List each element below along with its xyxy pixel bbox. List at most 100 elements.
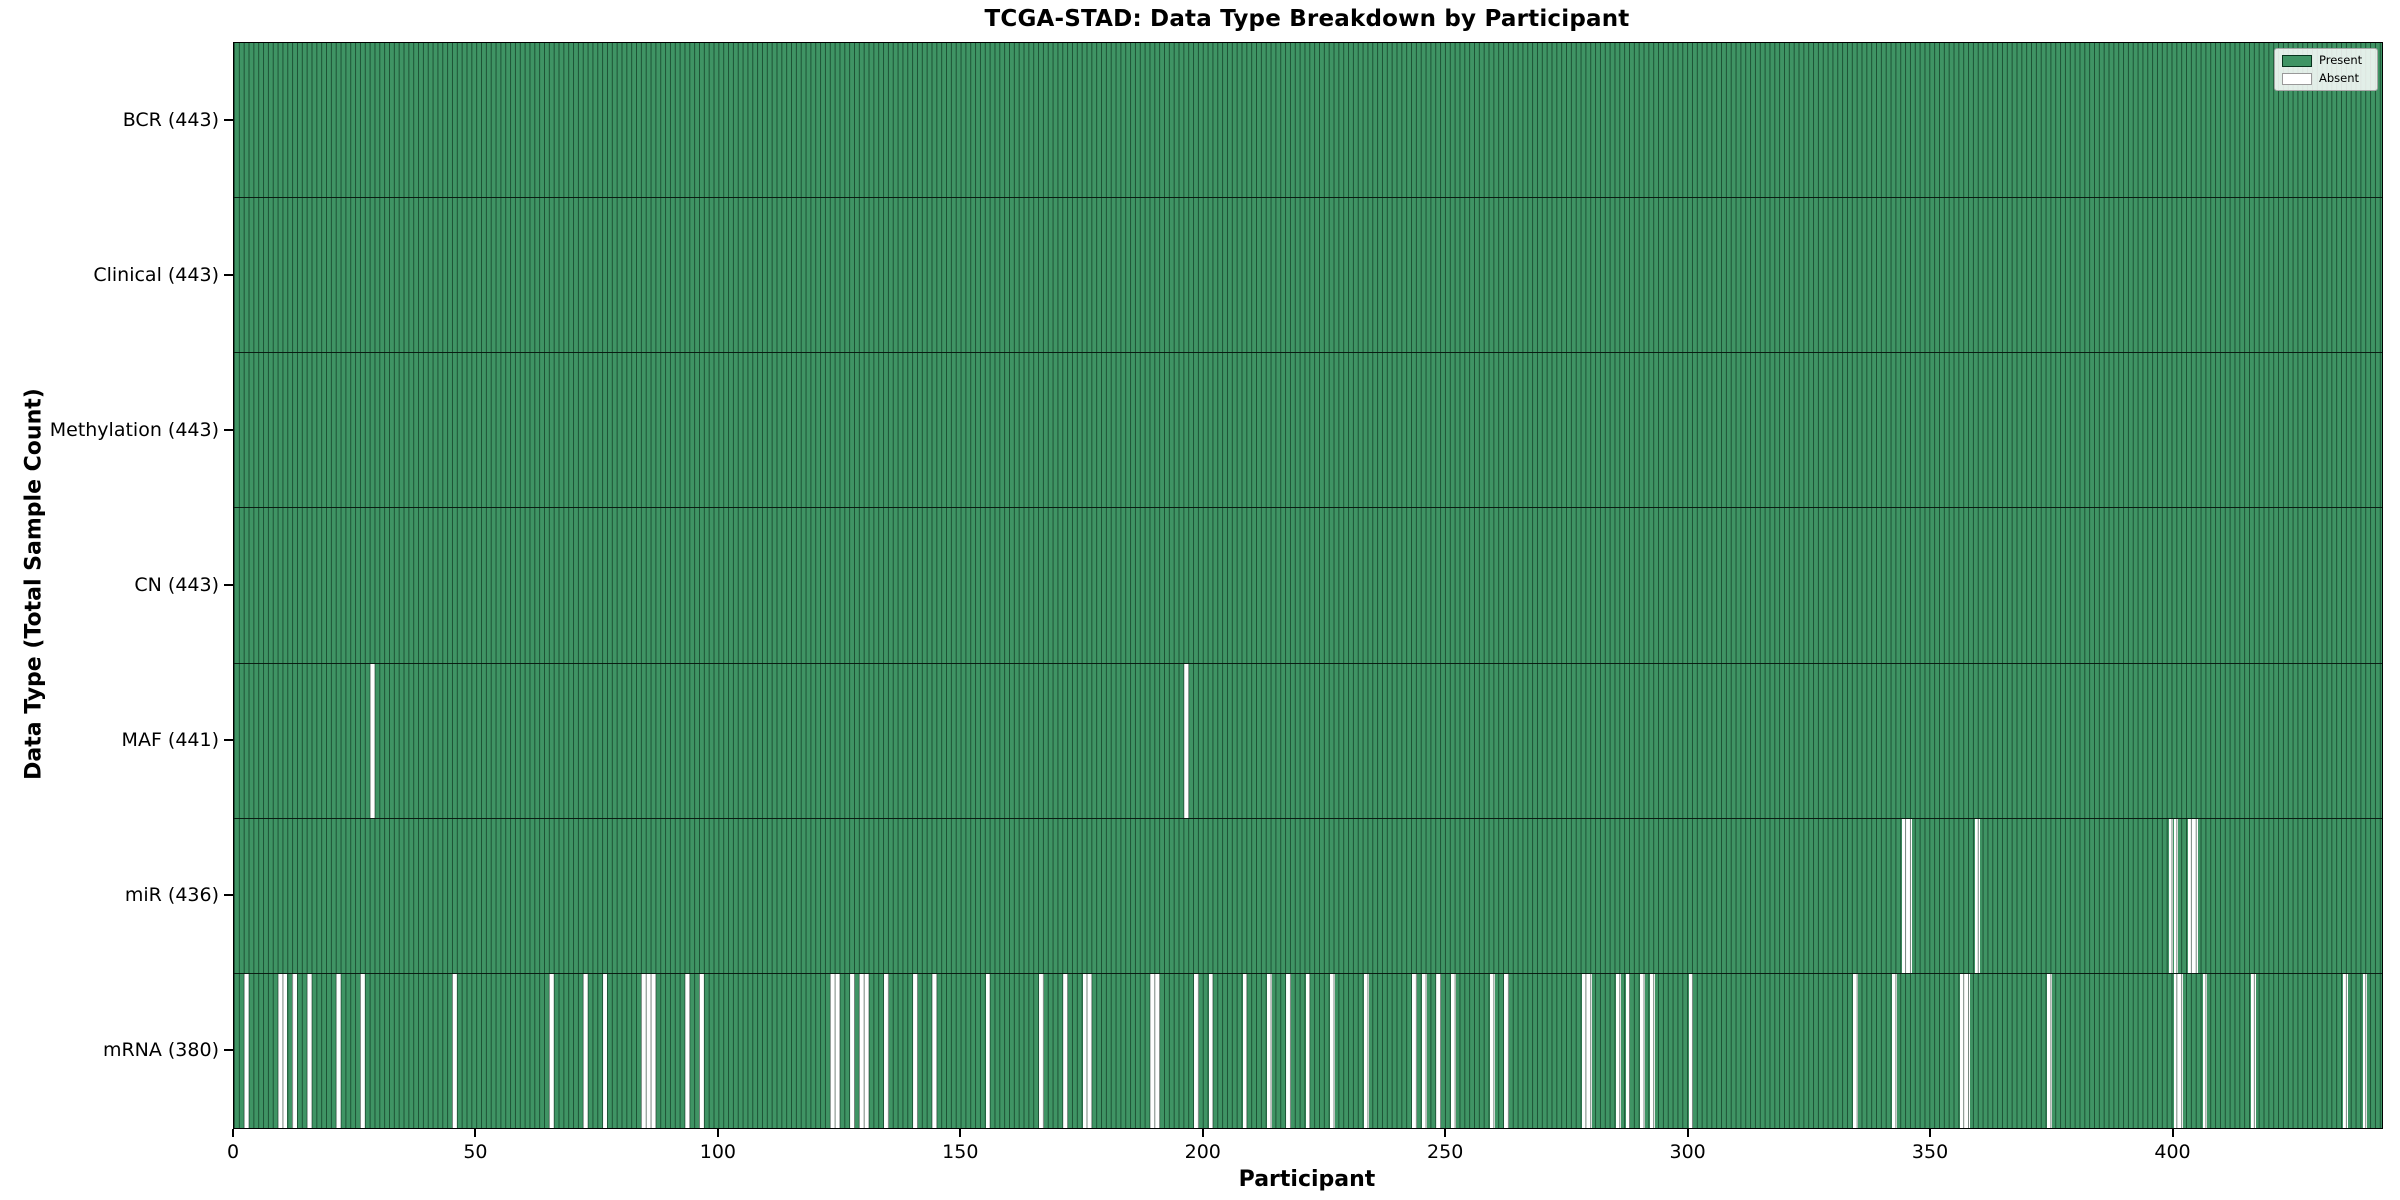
row-bcr: [234, 43, 2382, 199]
absent-stripe: [1242, 973, 1248, 1128]
absent-stripe: [1586, 973, 1592, 1128]
absent-stripe: [1436, 973, 1442, 1128]
x-tick-mark: [1686, 1129, 1689, 1137]
absent-stripe: [2362, 973, 2368, 1128]
legend-absent-swatch: [2282, 72, 2312, 85]
absent-stripe: [1208, 973, 1214, 1128]
x-tick-label: 50: [463, 1141, 488, 1163]
absent-stripe: [2251, 973, 2256, 1128]
page-title: TCGA-STAD: Data Type Breakdown by Partic…: [984, 6, 1630, 32]
x-axis-title: Participant: [1238, 1167, 1376, 1192]
x-tick-label: 0: [226, 1141, 240, 1163]
absent-stripe: [883, 973, 889, 1128]
y-tick-mark: [224, 273, 233, 276]
absent-stripe: [360, 973, 365, 1128]
absent-stripe: [1286, 973, 1292, 1128]
absent-stripe: [1974, 818, 1980, 973]
absent-stripe: [1155, 973, 1161, 1128]
absent-stripe: [1087, 973, 1093, 1128]
row-clinical: [234, 198, 2382, 354]
absent-stripe: [2173, 818, 2179, 973]
y-tick-label: BCR (443): [122, 108, 219, 131]
x-tick-label: 200: [1184, 1141, 1221, 1163]
y-tick-label: CN (443): [134, 573, 219, 596]
x-tick-mark: [232, 1129, 234, 1137]
absent-stripe: [835, 973, 841, 1128]
absent-stripe: [1038, 973, 1044, 1128]
absent-stripe: [549, 973, 554, 1128]
absent-stripe: [864, 973, 870, 1128]
y-tick-label: miR (436): [124, 883, 219, 906]
legend-present-label: Present: [2319, 53, 2363, 67]
plot-area: Present Absent: [233, 42, 2383, 1129]
legend-entry-present: Present: [2282, 54, 2370, 67]
absent-stripe: [985, 973, 991, 1128]
absent-stripe: [2047, 973, 2053, 1128]
absent-stripe: [1965, 973, 1970, 1128]
x-tick-mark: [474, 1129, 477, 1137]
absent-stripe: [932, 973, 938, 1128]
absent-stripe: [1421, 973, 1427, 1128]
absent-stripe: [602, 973, 608, 1128]
absent-stripe: [1649, 973, 1655, 1128]
absent-stripe: [849, 973, 855, 1128]
absent-stripe: [1489, 973, 1495, 1128]
y-tick-label: mRNA (380): [102, 1038, 219, 1061]
absent-stripe: [2202, 973, 2208, 1128]
x-tick-label: 350: [1911, 1141, 1949, 1163]
row-mrna: [234, 973, 2382, 1128]
absent-stripe: [1412, 973, 1418, 1128]
absent-stripe: [1194, 973, 1199, 1128]
y-tick-mark: [224, 583, 233, 586]
absent-stripe: [684, 973, 690, 1128]
y-tick-label: Clinical (443): [93, 263, 219, 286]
y-tick-mark: [224, 428, 233, 431]
x-tick-label: 300: [1669, 1141, 1706, 1163]
y-tick-mark: [224, 893, 233, 896]
legend-present-swatch: [2282, 54, 2312, 67]
absent-stripe: [1266, 973, 1272, 1128]
absent-stripe: [1892, 973, 1898, 1128]
row-cn: [234, 508, 2382, 664]
absent-stripe: [452, 973, 458, 1128]
x-tick-mark: [1201, 1129, 1204, 1137]
row-methylation: [234, 353, 2382, 509]
row-maf: [234, 663, 2382, 819]
absent-stripe: [369, 663, 375, 818]
x-tick-label: 150: [942, 1141, 979, 1163]
absent-stripe: [1853, 973, 1859, 1128]
absent-stripe: [1625, 973, 1631, 1128]
absent-stripe: [1063, 973, 1068, 1128]
x-tick-mark: [716, 1129, 719, 1137]
absent-stripe: [292, 973, 298, 1128]
y-tick-mark: [224, 738, 233, 741]
absent-stripe: [1906, 818, 1912, 973]
x-tick-label: 100: [699, 1141, 737, 1163]
x-tick-label: 250: [1427, 1141, 1464, 1163]
absent-stripe: [1615, 973, 1621, 1128]
absent-stripe: [1184, 663, 1190, 818]
legend: Present Absent: [2274, 48, 2378, 91]
absent-stripe: [1640, 973, 1645, 1128]
absent-stripe: [2343, 973, 2349, 1128]
absent-stripe: [699, 973, 705, 1128]
x-tick-mark: [2171, 1129, 2174, 1137]
heatmap-rows: [234, 43, 2382, 1128]
absent-stripe: [1504, 973, 1510, 1128]
y-tick-mark: [224, 1048, 233, 1051]
absent-stripe: [1451, 973, 1456, 1128]
legend-absent-label: Absent: [2319, 71, 2360, 85]
absent-stripe: [243, 973, 249, 1128]
x-tick-label: 400: [2154, 1141, 2191, 1163]
absent-stripe: [1329, 973, 1335, 1128]
absent-stripe: [1688, 973, 1694, 1128]
legend-entry-absent: Absent: [2282, 72, 2370, 85]
absent-stripe: [2192, 818, 2198, 973]
y-tick-mark: [224, 118, 233, 121]
x-tick-mark: [1444, 1129, 1447, 1137]
absent-stripe: [583, 973, 588, 1128]
x-tick-mark: [1929, 1129, 1932, 1137]
absent-stripe: [282, 973, 288, 1128]
absent-stripe: [912, 973, 918, 1128]
absent-stripe: [650, 973, 656, 1128]
